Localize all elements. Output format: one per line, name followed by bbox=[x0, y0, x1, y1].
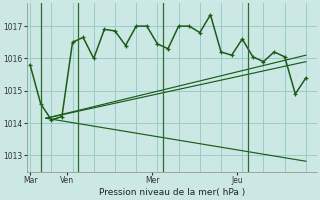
X-axis label: Pression niveau de la mer( hPa ): Pression niveau de la mer( hPa ) bbox=[99, 188, 245, 197]
